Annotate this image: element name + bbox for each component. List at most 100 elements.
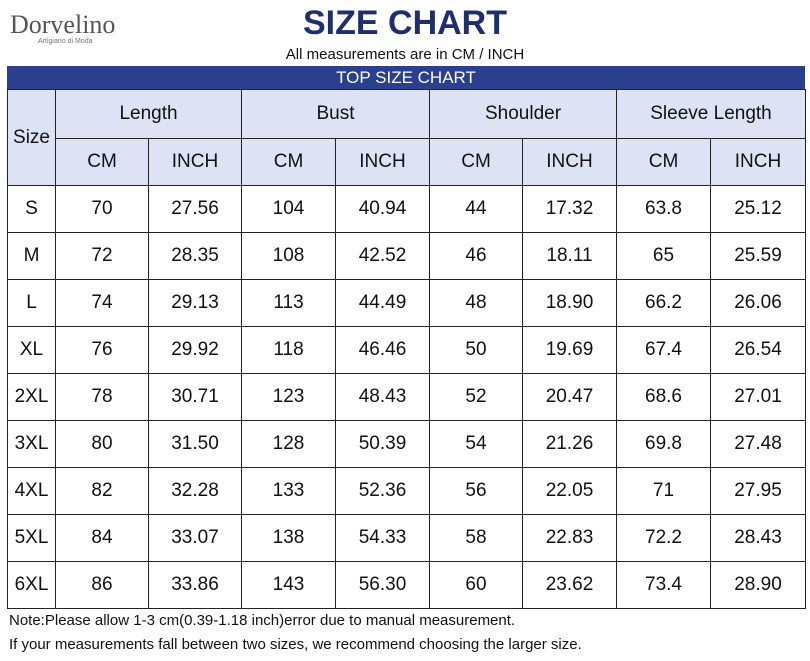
table-cell: 71 — [616, 467, 711, 515]
table-cell: 50.39 — [335, 420, 430, 468]
table-row: 2XL 78 30.71 123 48.43 52 20.47 68.6 27.01 — [7, 373, 806, 421]
header-row: CM INCH CM INCH CM INCH CM INCH — [8, 138, 806, 186]
table-cell: 3XL — [7, 420, 56, 468]
table-cell: 28.35 — [148, 232, 242, 280]
header-cell: Shoulder — [429, 89, 617, 139]
table-cell: 86 — [55, 561, 149, 609]
header-cell: CM — [429, 138, 523, 186]
header-cell: Size — [7, 89, 56, 186]
subtitle: All measurements are in CM / INCH — [285, 46, 525, 63]
table-cell: 108 — [241, 232, 336, 280]
table-cell: 18.90 — [522, 279, 617, 327]
table-cell: 27.56 — [148, 185, 242, 233]
header-row: Size Length Bust Shoulder Sleeve Length — [7, 89, 806, 186]
table-cell: 18.11 — [522, 232, 617, 280]
table-cell: 82 — [55, 467, 149, 515]
table-cell: 123 — [241, 373, 336, 421]
table-cell: 50 — [429, 326, 523, 374]
table-cell: 30.71 — [148, 373, 242, 421]
table-cell: 104 — [241, 185, 336, 233]
table-cell: 40.94 — [335, 185, 430, 233]
table-cell: 27.48 — [710, 420, 806, 468]
table-cell: 28.90 — [710, 561, 806, 609]
table-cell: 4XL — [7, 467, 56, 515]
table-cell: 66.2 — [616, 279, 711, 327]
table-cell: 60 — [429, 561, 523, 609]
table-title: TOP SIZE CHART — [7, 66, 805, 89]
table-cell: 65 — [616, 232, 711, 280]
logo: Dorvelino — [10, 10, 116, 39]
table-cell: XL — [7, 326, 56, 374]
table-cell: 31.50 — [148, 420, 242, 468]
table-cell: 42.52 — [335, 232, 430, 280]
header-cell: CM — [241, 138, 336, 186]
table-cell: 70 — [55, 185, 149, 233]
header-cell: INCH — [148, 138, 242, 186]
table-cell: 54.33 — [335, 514, 430, 562]
table-row: 6XL 86 33.86 143 56.30 60 23.62 73.4 28.90 — [7, 561, 806, 609]
table-cell: 78 — [55, 373, 149, 421]
table-cell: 32.28 — [148, 467, 242, 515]
note: Note:Please allow 1-3 cm(0.39-1.18 inch)… — [9, 612, 516, 629]
table-cell: 44 — [429, 185, 523, 233]
table-cell: 46.46 — [335, 326, 430, 374]
table-cell: 48.43 — [335, 373, 430, 421]
header-cell: CM — [616, 138, 711, 186]
table-cell: S — [7, 185, 56, 233]
table-cell: 27.95 — [710, 467, 806, 515]
table-cell: 56.30 — [335, 561, 430, 609]
tagline: Artigiano di Moda — [38, 38, 93, 45]
table-cell: 84 — [55, 514, 149, 562]
table-row: M 72 28.35 108 42.52 46 18.11 65 25.59 — [7, 232, 806, 280]
table-cell: 58 — [429, 514, 523, 562]
table-cell: 63.8 — [616, 185, 711, 233]
table-cell: 21.26 — [522, 420, 617, 468]
table-cell: 72.2 — [616, 514, 711, 562]
table-cell: 29.13 — [148, 279, 242, 327]
table-cell: 67.4 — [616, 326, 711, 374]
table-cell: 69.8 — [616, 420, 711, 468]
table-cell: 25.59 — [710, 232, 806, 280]
table-cell: L — [7, 279, 56, 327]
note: If your measurements fall between two si… — [9, 636, 582, 653]
table-cell: 17.32 — [522, 185, 617, 233]
header-cell: Bust — [241, 89, 430, 139]
table-cell: 26.54 — [710, 326, 806, 374]
header-cell: Length — [55, 89, 242, 139]
table-cell: 138 — [241, 514, 336, 562]
table-cell: 76 — [55, 326, 149, 374]
table-cell: 128 — [241, 420, 336, 468]
header-cell: INCH — [710, 138, 806, 186]
table-row: 5XL 84 33.07 138 54.33 58 22.83 72.2 28.43 — [7, 514, 806, 562]
table-cell: 54 — [429, 420, 523, 468]
header-cell: CM — [55, 138, 149, 186]
table-cell: 20.47 — [522, 373, 617, 421]
table-cell: 48 — [429, 279, 523, 327]
table-cell: 118 — [241, 326, 336, 374]
table-cell: 73.4 — [616, 561, 711, 609]
table-row: S 70 27.56 104 40.94 44 17.32 63.8 25.12 — [7, 185, 806, 233]
table-cell: 133 — [241, 467, 336, 515]
header-cell: Sleeve Length — [616, 89, 806, 139]
table-cell: 5XL — [7, 514, 56, 562]
table-cell: 28.43 — [710, 514, 806, 562]
table-cell: 52 — [429, 373, 523, 421]
table-cell: 68.6 — [616, 373, 711, 421]
table-cell: 113 — [241, 279, 336, 327]
table-cell: 2XL — [7, 373, 56, 421]
table-row: 4XL 82 32.28 133 52.36 56 22.05 71 27.95 — [7, 467, 806, 515]
table-cell: 33.86 — [148, 561, 242, 609]
table-cell: 74 — [55, 279, 149, 327]
table-cell: 29.92 — [148, 326, 242, 374]
table-cell: 22.83 — [522, 514, 617, 562]
table-row: 3XL 80 31.50 128 50.39 54 21.26 69.8 27.48 — [7, 420, 806, 468]
table-cell: 22.05 — [522, 467, 617, 515]
title: SIZE CHART — [303, 4, 507, 42]
table-cell: 25.12 — [710, 185, 806, 233]
header-cell: INCH — [522, 138, 617, 186]
table-cell: 80 — [55, 420, 149, 468]
size-table: Size Length Bust Shoulder Sleeve Length CM INC… — [7, 89, 806, 609]
table-cell: 33.07 — [148, 514, 242, 562]
table-cell: 19.69 — [522, 326, 617, 374]
